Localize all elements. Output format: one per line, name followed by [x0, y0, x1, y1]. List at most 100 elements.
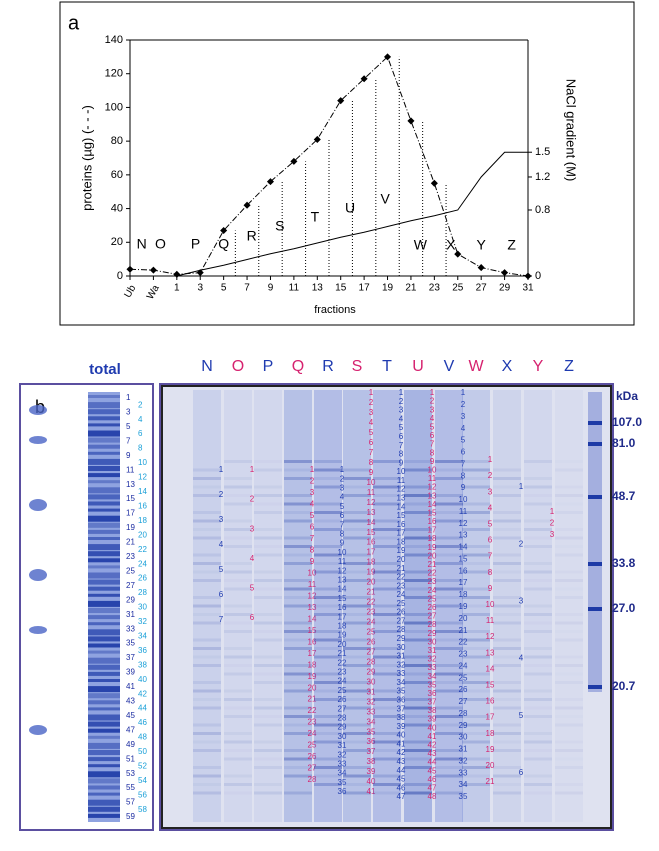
band-number: 18 — [459, 590, 468, 599]
gel-band — [343, 604, 371, 608]
gel-band — [254, 638, 282, 642]
total-band — [88, 515, 120, 522]
band-number: 4 — [310, 500, 315, 509]
band-number: 34 — [338, 769, 347, 778]
gel-band — [193, 706, 221, 710]
total-band — [88, 657, 120, 664]
total-band — [88, 487, 120, 494]
band-number: 10 — [428, 465, 437, 474]
gel-band — [555, 460, 583, 463]
gel-band — [373, 655, 401, 659]
total-band — [88, 600, 120, 607]
gel-band — [555, 494, 583, 497]
band-number: 1 — [219, 465, 224, 474]
band-number: 8 — [430, 448, 435, 457]
gel-band — [254, 460, 282, 463]
gel-band — [404, 655, 432, 659]
gel-lane — [254, 390, 282, 822]
band-number: 51 — [126, 754, 135, 763]
band-number: 25 — [308, 741, 317, 750]
band-number: 4 — [430, 414, 435, 423]
gel-band — [435, 706, 463, 710]
gel-band — [493, 638, 521, 642]
band-number: 40 — [138, 675, 147, 684]
gel-band — [555, 588, 583, 591]
protein-point — [266, 178, 275, 186]
gel-band — [435, 502, 463, 506]
band-number: 37 — [367, 747, 376, 756]
ladder-band — [29, 436, 47, 444]
band-number: 57 — [126, 798, 135, 807]
band-number: 5 — [369, 428, 374, 437]
gel-band — [462, 732, 490, 735]
band-number: 5 — [488, 520, 493, 529]
x-tick-label: 5 — [221, 283, 227, 294]
gel-band — [404, 638, 432, 642]
gel-band — [314, 757, 342, 761]
band-number: 26 — [138, 574, 147, 583]
band-number: 11 — [459, 507, 468, 516]
marker-lane — [588, 392, 602, 692]
gel-band — [314, 774, 342, 778]
band-number: 18 — [397, 537, 406, 546]
band-number: 9 — [369, 468, 374, 477]
band-number: 16 — [397, 520, 406, 529]
band-number: 28 — [367, 657, 376, 666]
gel-band — [555, 758, 583, 761]
band-number: 29 — [367, 667, 376, 676]
band-number: 40 — [397, 731, 406, 740]
gel-band — [254, 553, 282, 557]
band-number: 7 — [461, 459, 466, 468]
gel-band — [373, 621, 401, 625]
band-number: 11 — [338, 557, 347, 566]
gel-band — [555, 630, 583, 633]
band-number: 6 — [340, 511, 345, 520]
total-band — [88, 764, 120, 768]
band-number: 12 — [367, 498, 376, 507]
band-number: 7 — [369, 448, 374, 457]
gel-band — [404, 587, 432, 591]
total-band — [88, 742, 120, 749]
gel-band — [314, 528, 342, 531]
gel-band — [284, 536, 312, 540]
band-number: 20 — [486, 761, 495, 770]
x-tick-label: 7 — [244, 283, 250, 294]
gel-band — [404, 783, 432, 786]
gel-band — [224, 732, 252, 735]
gel-band — [254, 588, 282, 591]
y-tick-label: 80 — [111, 135, 123, 147]
band-number: 6 — [430, 431, 435, 440]
gel-band — [555, 503, 583, 506]
gel-band — [193, 570, 221, 574]
total-band — [88, 813, 120, 818]
gel-band — [314, 587, 342, 591]
gel-band — [524, 562, 552, 565]
band-number: 16 — [459, 566, 468, 575]
band-number: 17 — [397, 529, 406, 538]
gel-band — [343, 681, 371, 684]
gel-band — [284, 664, 312, 667]
band-number: 1 — [461, 388, 466, 397]
band-number: 34 — [138, 632, 147, 641]
gel-band — [404, 681, 432, 684]
band-number: 2 — [430, 397, 435, 406]
band-number: 43 — [428, 749, 437, 758]
gel-band — [555, 715, 583, 718]
band-number: 41 — [428, 732, 437, 741]
total-band — [88, 664, 120, 670]
gel-band — [404, 553, 432, 557]
band-number: 17 — [428, 526, 437, 535]
gel-band — [343, 477, 371, 480]
protein-point — [313, 135, 321, 143]
band-number: 11 — [397, 476, 406, 485]
total-band — [88, 544, 120, 551]
gel-band — [254, 485, 282, 489]
x-tick-label: 27 — [476, 283, 488, 294]
protein-point — [220, 226, 228, 235]
band-number: 17 — [126, 509, 135, 518]
band-number: 15 — [367, 528, 376, 537]
gel-band — [284, 562, 312, 565]
gel-band — [435, 689, 463, 693]
gel-band — [343, 596, 371, 599]
gel-band — [254, 723, 282, 727]
